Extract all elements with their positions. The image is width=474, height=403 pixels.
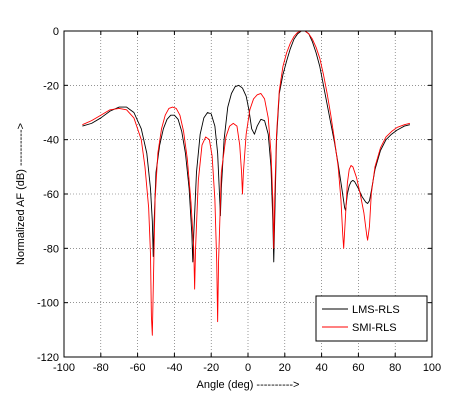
x-tick-label: 20 [279,362,291,374]
x-tick-label: -80 [93,362,109,374]
grid [64,31,432,357]
series-lines [82,30,411,336]
series-line-lms-rls [82,30,411,263]
x-tick-label: -100 [53,362,75,374]
x-tick-label: 100 [423,362,441,374]
series-line-smi-rls [82,30,411,336]
y-tick-label: -120 [37,352,59,364]
y-tick-label: 0 [53,26,59,38]
x-tick-label: 0 [245,362,251,374]
legend-box [315,295,428,342]
legend-label-smi-rls: SMI-RLS [352,322,397,334]
axis-ticks [63,30,433,358]
x-tick-label: 40 [315,362,327,374]
y-tick-label: -60 [43,189,59,201]
y-tick-label: -80 [43,243,59,255]
x-tick-label: 60 [352,362,364,374]
y-tick-label: -40 [43,135,59,147]
x-axis-tick-labels: -100 -80 -60 -40 -20 0 20 40 60 80 100 [53,362,441,374]
x-tick-label: -20 [203,362,219,374]
y-tick-label: -20 [43,80,59,92]
legend: LMS-RLS SMI-RLS [315,295,428,342]
y-axis-title: Normalized AF (dB) ----------> [15,123,27,265]
x-axis-title: Angle (deg) ----------> [197,379,300,391]
y-tick-label: -100 [37,298,59,310]
x-tick-label: -40 [166,362,182,374]
y-axis-tick-labels: 0 -20 -40 -60 -80 -100 -120 [37,26,59,364]
legend-label-lms-rls: LMS-RLS [352,304,400,316]
x-tick-label: 80 [389,362,401,374]
x-tick-label: -60 [130,362,146,374]
